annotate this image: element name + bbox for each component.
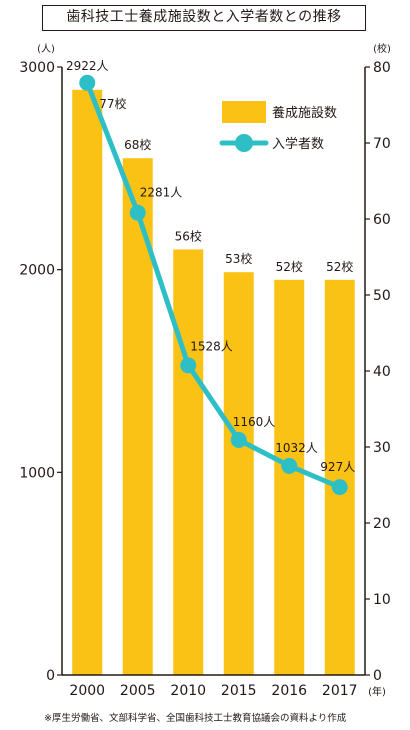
right-tick-label: 80 bbox=[373, 60, 391, 76]
x-tick-label: 2016 bbox=[271, 683, 307, 699]
bar-value-label: 56校 bbox=[175, 228, 202, 243]
bar bbox=[223, 272, 254, 675]
bar bbox=[72, 89, 103, 676]
line-value-label: 1160人 bbox=[233, 415, 276, 429]
right-unit-label: (校) bbox=[373, 42, 391, 55]
left-tick-label: 2000 bbox=[19, 263, 55, 279]
bar-value-label: 52校 bbox=[276, 259, 303, 274]
line-value-label: 2922人 bbox=[66, 59, 109, 73]
line-point bbox=[281, 457, 298, 474]
line-value-label: 2281人 bbox=[140, 186, 183, 200]
left-tick-label: 1000 bbox=[19, 465, 55, 481]
source-note: ※厚生労働省、文部科学省、全国歯科技工士教育協議会の資料より作成 bbox=[44, 713, 347, 724]
line-point bbox=[331, 479, 348, 496]
right-tick-label: 0 bbox=[373, 668, 382, 684]
line-point bbox=[180, 357, 197, 374]
right-tick-label: 40 bbox=[373, 364, 391, 380]
right-tick-label: 30 bbox=[373, 440, 391, 456]
line-point bbox=[230, 431, 247, 448]
x-tick-label: 2005 bbox=[120, 683, 156, 699]
left-tick-label: 0 bbox=[46, 668, 55, 684]
legend-line-label: 入学者数 bbox=[272, 136, 324, 152]
left-tick-label: 3000 bbox=[19, 60, 55, 76]
bar bbox=[274, 279, 305, 675]
bar-value-label: 53校 bbox=[225, 251, 252, 266]
bar-value-label: 52校 bbox=[326, 259, 353, 274]
x-tick-label: 2015 bbox=[221, 683, 257, 699]
bar bbox=[324, 279, 355, 675]
right-tick-label: 60 bbox=[373, 212, 391, 228]
line-point bbox=[129, 204, 146, 221]
right-tick-label: 70 bbox=[373, 136, 391, 152]
left-unit-label: (人) bbox=[37, 43, 55, 55]
legend-bar-swatch bbox=[222, 101, 266, 123]
bar bbox=[122, 158, 153, 675]
legend-bar-label: 養成施設数 bbox=[272, 105, 337, 121]
line-series bbox=[84, 80, 343, 490]
line-value-label: 927人 bbox=[320, 460, 355, 474]
right-tick-label: 20 bbox=[373, 516, 391, 532]
legend-line-marker bbox=[235, 134, 253, 152]
bar bbox=[173, 249, 204, 675]
bar-value-label: 77校 bbox=[99, 96, 126, 111]
line-value-label: 1528人 bbox=[190, 339, 233, 353]
x-tick-label: 2010 bbox=[170, 683, 206, 699]
right-tick-label: 10 bbox=[373, 592, 391, 608]
chart-title: 歯科技工士養成施設数と入学者数との推移 bbox=[42, 5, 366, 31]
right-tick-label: 50 bbox=[373, 288, 391, 304]
line-point bbox=[79, 74, 96, 91]
x-unit-label: (年) bbox=[368, 685, 386, 698]
bar-value-label: 68校 bbox=[124, 137, 151, 152]
x-tick-label: 2000 bbox=[69, 683, 105, 699]
line-value-label: 1032人 bbox=[275, 441, 318, 455]
x-tick-label: 2017 bbox=[322, 683, 358, 699]
